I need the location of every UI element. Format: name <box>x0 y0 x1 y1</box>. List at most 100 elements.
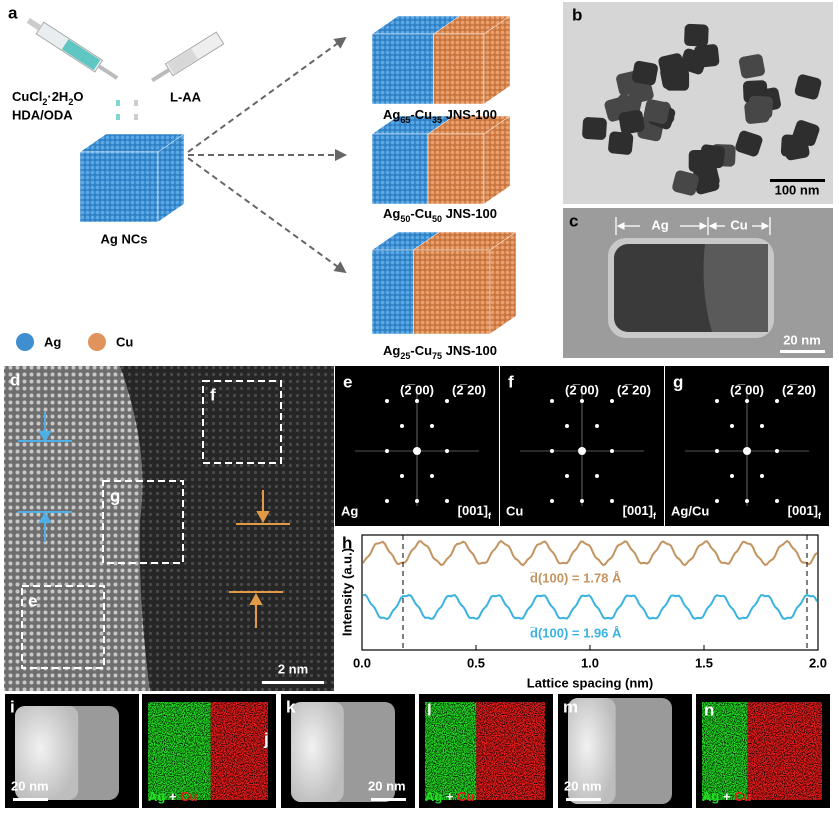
annotation: d̅(100) = 1.96 Å <box>530 625 622 640</box>
ag-region <box>4 366 150 691</box>
diffraction-spot <box>400 474 404 478</box>
particle-ag <box>291 702 344 802</box>
droplet <box>116 100 120 106</box>
legend-ag: Ag <box>148 789 165 804</box>
zone-axis: [001]f <box>788 503 822 521</box>
spot-label: (2̅ 20) <box>452 382 486 397</box>
diffraction-spot <box>400 424 404 428</box>
diffraction-spot <box>715 399 719 403</box>
particle <box>735 130 763 157</box>
cube-face <box>371 33 434 105</box>
panel-b: b 100 nm <box>563 2 833 204</box>
diffraction-spot <box>715 499 719 503</box>
x-tick-label: 2.0 <box>809 655 827 670</box>
panel-label: k <box>286 697 296 716</box>
ag-signal <box>425 702 477 800</box>
panel-c: c Ag Cu 20 nm <box>563 208 833 358</box>
scale-label: 20 nm <box>783 332 821 347</box>
diffraction-spot <box>385 449 389 453</box>
cu-signal <box>747 702 822 800</box>
panel-a: a CuCl2·2H2O HDA/ODA L-AA Ag NCs Ag6 <box>8 3 517 361</box>
panel-d: d f g e 2 nm <box>4 366 334 691</box>
diffraction-spot <box>445 499 449 503</box>
panel-label: f <box>508 372 514 391</box>
diffraction-spot <box>445 449 449 453</box>
legend-dot <box>88 333 106 351</box>
panel-label: b <box>572 5 582 24</box>
legend-plus: + <box>719 789 734 804</box>
legend-dot <box>16 333 34 351</box>
zone-text: [001] <box>788 503 818 518</box>
diffraction-spot <box>775 399 779 403</box>
legend-plus: + <box>442 789 457 804</box>
scale-bar <box>371 798 406 801</box>
panel-label: j <box>263 729 269 748</box>
panel-label: h <box>342 533 352 552</box>
particles <box>582 23 822 196</box>
particle <box>631 60 658 86</box>
ag-signal <box>148 702 211 800</box>
box-label: g <box>110 486 120 505</box>
x-tick-label: 0.0 <box>353 655 371 670</box>
droplet <box>134 114 138 120</box>
product-label: Ag50-Cu50 JNS-100 <box>383 206 497 224</box>
diffraction-spot <box>610 449 614 453</box>
particle <box>660 64 687 89</box>
fft-boxes <box>21 380 282 669</box>
spot-label: (2̅ 20) <box>617 382 651 397</box>
legend-label: Cu <box>116 334 133 349</box>
zone-axis: [001]f <box>458 503 492 521</box>
diffraction-spot <box>413 447 421 455</box>
reagent: CuCl2·2H2O <box>12 89 83 107</box>
diffraction-spot <box>430 424 434 428</box>
panel-label: i <box>10 697 15 716</box>
diffraction-spot <box>550 449 554 453</box>
cu-domain <box>703 244 768 332</box>
particle <box>794 74 822 100</box>
profile-cu <box>362 539 818 567</box>
cube-face <box>371 249 414 335</box>
legend-label: Ag <box>44 334 61 349</box>
particle-ag <box>568 698 616 804</box>
syringe-left <box>26 17 119 80</box>
diffraction-spot <box>580 499 584 503</box>
panel-label: d <box>10 370 20 389</box>
domain-arrows <box>615 217 771 235</box>
particle <box>699 144 726 169</box>
x-tick-label: 1.0 <box>581 655 599 670</box>
zone-sub: f <box>818 511 822 521</box>
panel-h: h Intensity (a.u.) Lattice spacing (nm) … <box>339 533 827 690</box>
panel-label: a <box>8 3 18 22</box>
diffraction-spot <box>385 399 389 403</box>
spot-label: (2̅ 20) <box>782 382 816 397</box>
product-label: Ag25-Cu75 JNS-100 <box>383 343 497 361</box>
particle <box>608 131 634 155</box>
seed-label: Ag NCs <box>101 231 148 246</box>
particle <box>582 117 607 140</box>
diffraction-spot <box>775 449 779 453</box>
diffraction-spot <box>430 474 434 478</box>
reagent: HDA/ODA <box>12 107 73 122</box>
legend-ag: Ag <box>425 789 442 804</box>
legend-cu: Cu <box>180 789 197 804</box>
panel-label: g <box>673 372 683 391</box>
panel-label: m <box>563 697 578 716</box>
diffraction-spot <box>745 499 749 503</box>
profile-ag <box>362 593 818 621</box>
scale-label: 20 nm <box>11 778 49 793</box>
diffraction-spot <box>415 399 419 403</box>
diffraction-spot <box>760 474 764 478</box>
particle <box>692 169 720 195</box>
syringe-right <box>151 31 225 83</box>
scale-bar <box>13 798 48 801</box>
droplet <box>116 114 120 120</box>
diffraction-spot <box>550 499 554 503</box>
particle <box>684 23 709 47</box>
particle <box>783 135 810 161</box>
scale-bar <box>262 681 324 684</box>
diffraction-spot <box>550 399 554 403</box>
diffraction-spot <box>385 499 389 503</box>
panel-label: c <box>569 211 578 230</box>
